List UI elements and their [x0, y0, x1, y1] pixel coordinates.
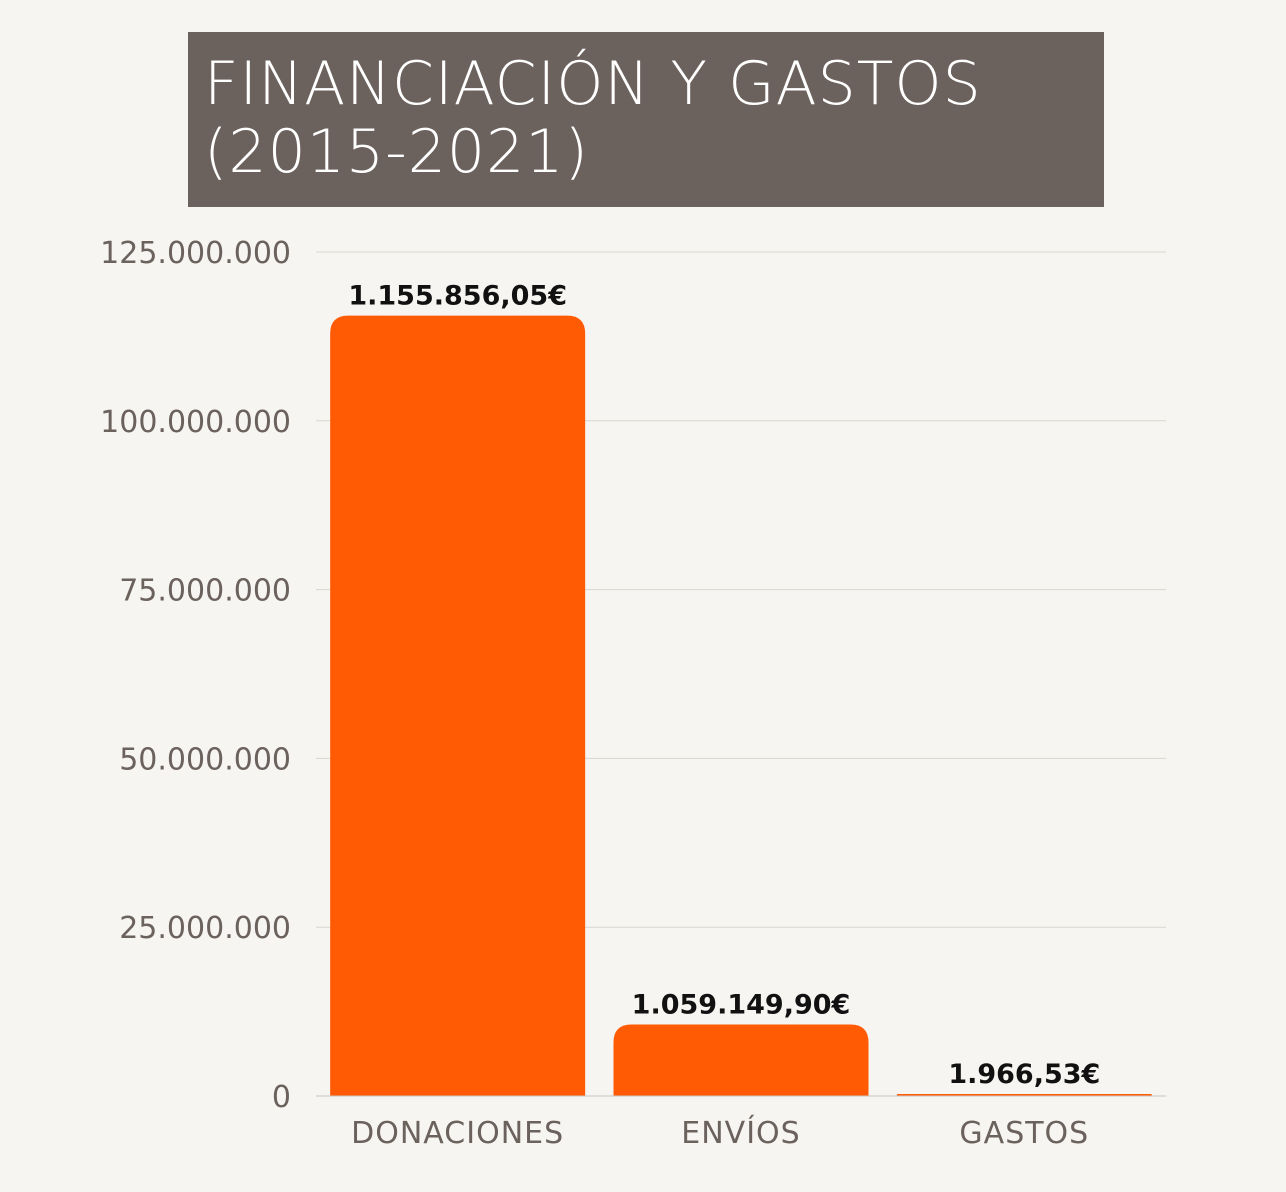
bar	[330, 315, 586, 1096]
y-tick-label: 0	[272, 1080, 291, 1115]
bar	[613, 1024, 869, 1096]
chart-title-box: FINANCIACIÓN Y GASTOS (2015-2021)	[188, 32, 1104, 207]
data-label: 1.966,53€	[948, 1059, 1100, 1090]
data-label: 1.155.856,05€	[348, 281, 567, 312]
x-tick-label: GASTOS	[959, 1116, 1089, 1151]
y-tick-label: 100.000.000	[100, 405, 291, 440]
y-tick-label: 75.000.000	[119, 574, 291, 609]
chart-title-line-1: FINANCIACIÓN Y GASTOS	[204, 49, 982, 119]
data-label: 1.059.149,90€	[632, 989, 851, 1020]
x-tick-label: ENVÍOS	[681, 1115, 800, 1151]
y-tick-label: 25.000.000	[119, 911, 291, 946]
chart-title-line-2: (2015-2021)	[204, 117, 589, 187]
x-tick-label: DONACIONES	[351, 1116, 564, 1151]
y-tick-label: 125.000.000	[100, 236, 291, 271]
y-tick-label: 50.000.000	[119, 742, 291, 777]
